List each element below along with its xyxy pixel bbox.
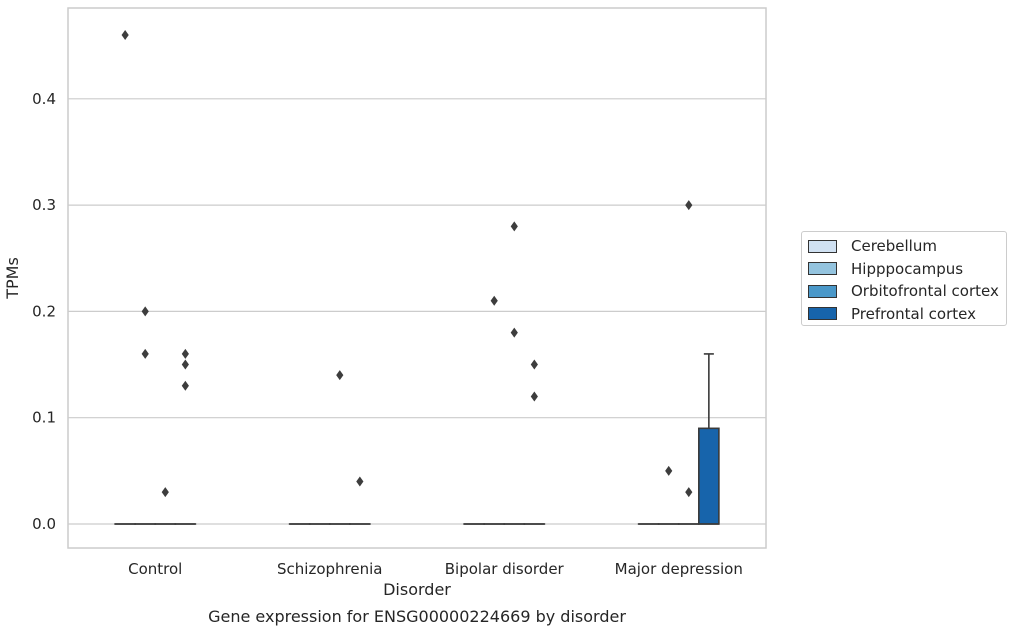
outlier-point — [181, 380, 189, 391]
y-tick-label: 0.1 — [32, 409, 56, 427]
outlier-point — [181, 359, 189, 370]
outlier-point — [665, 465, 673, 476]
legend-label: Hipppocampus — [851, 259, 964, 278]
y-tick-label: 0.0 — [32, 515, 56, 533]
x-tick-label: Bipolar disorder — [445, 560, 565, 578]
legend-label: Cerebellum — [851, 237, 937, 256]
y-tick-labels: 0.0 0.1 0.2 0.3 0.4 — [32, 90, 56, 533]
y-axis-label: TPMs — [3, 257, 22, 300]
legend-item: Cerebellum — [808, 235, 1006, 258]
outlier-point — [336, 370, 344, 381]
legend-label: Prefrontal cortex — [851, 304, 976, 323]
x-axis-label: Disorder — [383, 580, 451, 599]
legend-swatch — [808, 284, 837, 298]
y-tick-label: 0.4 — [32, 90, 56, 108]
outlier-point — [510, 221, 518, 232]
legend-label: Orbitofrontal cortex — [851, 282, 999, 301]
x-tick-label: Schizophrenia — [277, 560, 382, 578]
x-tick-labels: Control Schizophrenia Bipolar disorder Majo… — [128, 560, 743, 578]
chart-caption: Gene expression for ENSG00000224669 by d… — [208, 607, 626, 626]
y-tick-label: 0.3 — [32, 196, 56, 214]
outlier-point — [530, 391, 538, 402]
outlier-point — [685, 200, 693, 211]
outlier-point — [356, 476, 364, 487]
legend-item: Prefrontal cortex — [808, 303, 1006, 326]
outlier-point — [510, 327, 518, 338]
plot-area-frame — [67, 7, 767, 549]
legend-item: Orbitofrontal cortex — [808, 280, 1006, 303]
outlier-point — [141, 306, 149, 317]
legend: Cerebellum Hipppocampus Orbitofrontal cort… — [801, 231, 1007, 326]
legend-swatch — [808, 262, 837, 276]
box-prefrontal-cortex — [698, 427, 720, 525]
outlier-point — [141, 348, 149, 359]
y-tick-label: 0.2 — [32, 302, 56, 320]
x-tick-label: Control — [128, 560, 182, 578]
outlier-point — [530, 359, 538, 370]
y-gridlines — [68, 98, 766, 525]
box-series — [114, 353, 720, 525]
outlier-point — [490, 295, 498, 306]
outlier-point — [161, 487, 169, 498]
legend-item: Hipppocampus — [808, 258, 1006, 281]
legend-swatch — [808, 307, 837, 321]
outlier-point — [121, 30, 129, 41]
outlier-point — [685, 487, 693, 498]
outlier-point — [181, 348, 189, 359]
outlier-points — [121, 30, 693, 498]
legend-swatch — [808, 239, 837, 253]
x-tick-label: Major depression — [615, 560, 743, 578]
